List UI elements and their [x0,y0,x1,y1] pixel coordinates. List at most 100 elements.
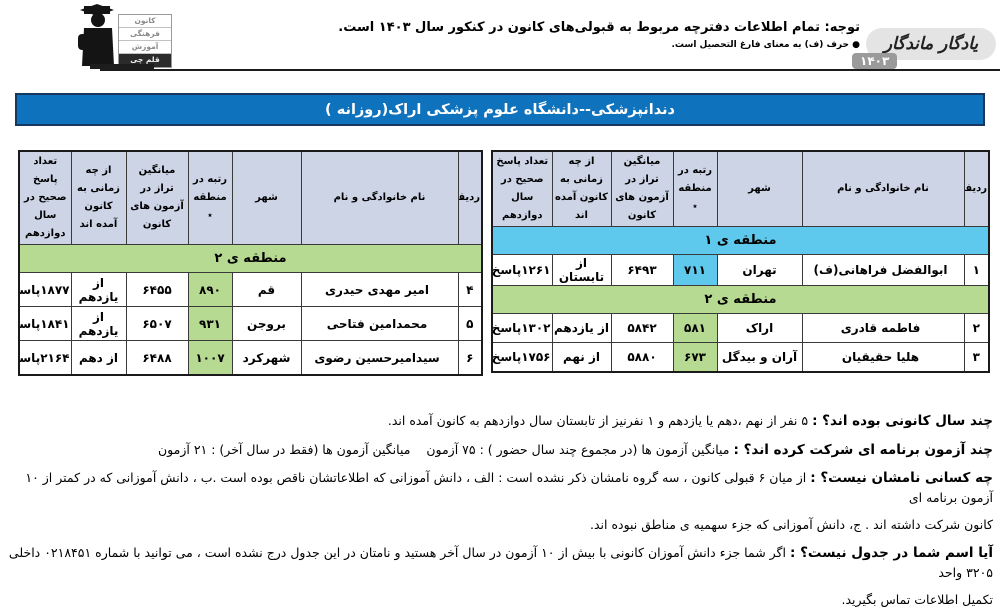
cell-since-when: از یازدهم [70,306,127,341]
cell-city: شهرکرد [231,340,302,376]
cell-avg-score: ۶۴۹۳ [610,254,674,286]
col-avg-score: میانگین تراز در آزمون های کانون [125,150,189,245]
cell-region-rank: ۷۱۱ [672,254,718,286]
qa-answer: از میان ۶ قبولی کانون ، سه گروه نامشان ذ… [25,470,993,505]
table-header-row: ردیف نام خانوادگی و نام شهر رتبه در منطق… [491,150,990,227]
qa-line: چند آزمون برنامه ای شرکت کرده اند؟ : میا… [7,441,993,461]
qa-answer: میانگین آزمون ها (در مجموع چند سال حضور … [158,441,730,457]
qa-question: چه کسانی نامشان نیست؟ : [810,470,993,487]
cell-name: محمدامین فتاحی [300,306,459,341]
kanoon-logo-sign: کانون فرهنگی آموزش قلم چی [118,14,172,68]
qa-answer: ۵ نفر از نهم ،دهم یا یازدهم و ۱ نفرنیز ا… [387,413,809,428]
table-row: ۲ فاطمه قادری اراک ۵۸۱ ۵۸۴۲ از یازدهم ۱۳… [491,313,990,343]
cell-region-rank: ۱۰۰۷ [187,340,233,376]
attention-note: توجه: تمام اطلاعات دفترچه مربوط به قبولی… [338,20,860,50]
kanoon-logo: کانون فرهنگی آموزش قلم چی [62,4,182,70]
col-city: شهر [716,150,803,227]
cell-since-when: از نهم [551,342,612,373]
cell-city: تهران [716,254,803,286]
cell-correct-answers: ۱۲۶۱پاسخ [491,254,553,286]
cell-avg-score: ۶۵۰۷ [125,306,189,341]
logo-base-bar [90,64,154,69]
cell-name: سیدامیرحسین رضوی [300,340,459,376]
col-avg-score: میانگین تراز در آزمون های کانون [610,150,674,227]
qa-line: آیا اسم شما در جدول نیست؟ : اگر شما جزء … [7,544,993,582]
table-row: ۶ سیدامیرحسین رضوی شهرکرد ۱۰۰۷ ۶۴۸۸ از د… [18,340,483,376]
header-divider [100,69,1000,71]
logo-line: قلم چی [119,54,171,67]
col-city: شهر [231,150,302,245]
graduate-icon [78,4,114,66]
region-band: منطقه ی ۲ [18,244,483,273]
cell-region-rank: ۵۸۱ [672,313,718,343]
cell-city: اراک [716,313,803,343]
cell-name: امیر مهدی حیدری [300,272,459,307]
note-footnote: ● حرف (ف) به معنای فارغ التحصیل است. [671,40,860,50]
col-region-rank: رتبه در منطقه ٭ [187,150,233,245]
col-region-rank: رتبه در منطقه ٭ [672,150,718,227]
region-band: منطقه ی ۱ [491,226,990,255]
cell-since-when: از تابستان [551,254,612,286]
note-text: توجه: تمام اطلاعات دفترچه مربوط به قبولی… [338,20,860,35]
cell-avg-score: ۵۸۴۲ [610,313,674,343]
region-label: منطقه ی ۱ [491,226,990,255]
results-table-left: ردیف نام خانوادگی و نام شهر رتبه در منطق… [18,150,483,376]
region-label: منطقه ی ۲ [18,244,483,273]
col-row-number: ردیف [457,150,483,245]
cell-row-number: ۵ [457,306,483,341]
logo-line: فرهنگی [119,28,171,42]
cell-region-rank: ۹۳۱ [187,306,233,341]
qa-question: چند سال کانونی بوده اند؟ : [812,413,993,429]
col-correct-answers: تعداد پاسخ صحیح در سال دوازدهم [18,150,72,245]
region-label: منطقه ی ۲ [491,285,990,314]
table-header-row: ردیف نام خانوادگی و نام شهر رتبه در منطق… [18,150,483,245]
cell-correct-answers: ۱۷۵۶پاسخ [491,342,553,373]
cell-region-rank: ۶۷۳ [672,342,718,373]
cell-avg-score: ۵۸۸۰ [610,342,674,373]
table-row: ۵ محمدامین فتاحی بروجن ۹۳۱ ۶۵۰۷ از یازده… [18,306,483,341]
qa-question: آیا اسم شما در جدول نیست؟ : [789,545,993,562]
cell-correct-answers: ۱۳۰۲پاسخ [491,313,553,343]
cell-name: ابوالفضل فراهانی(ف) [801,254,965,286]
yadegar-mandegar-logo: یادگار ماندگار ۱۴۰۳ [852,28,996,69]
col-row-number: ردیف [963,150,990,227]
cell-city: بروجن [231,306,302,341]
qa-answer: تکمیل اطلاعات تماس بگیرید. [841,592,993,608]
cell-city: قم [231,272,302,307]
qa-line: کانون شرکت داشته اند . ج، دانش آموزانی ک… [7,516,993,536]
table-row: ۱ ابوالفضل فراهانی(ف) تهران ۷۱۱ ۶۴۹۳ از … [491,254,990,286]
qa-answer: کانون شرکت داشته اند . ج، دانش آموزانی ک… [590,516,993,532]
cell-row-number: ۲ [963,313,990,343]
cell-city: آران و بیدگل [716,342,803,373]
cell-row-number: ۳ [963,342,990,373]
cell-correct-answers: ۱۸۷۷پاسخ [18,272,72,307]
qa-line: چه کسانی نامشان نیست؟ : از میان ۶ قبولی … [7,469,993,507]
results-table-right: ردیف نام خانوادگی و نام شهر رتبه در منطق… [491,150,990,373]
table-row: ۴ امیر مهدی حیدری قم ۸۹۰ ۶۴۵۵ از یازدهم … [18,272,483,307]
cell-since-when: از دهم [70,340,127,376]
col-name: نام خانوادگی و نام [801,150,965,227]
cell-row-number: ۶ [457,340,483,376]
qa-line: چند سال کانونی بوده اند؟ : ۵ نفر از نهم … [7,412,993,432]
cell-avg-score: ۶۴۵۵ [125,272,189,307]
qa-notes: چند سال کانونی بوده اند؟ : ۵ نفر از نهم … [7,412,993,616]
col-name: نام خانوادگی و نام [300,150,459,245]
qa-line: تکمیل اطلاعات تماس بگیرید. [7,591,993,611]
col-since-when: از چه زمانی به کانون آمده اند [70,150,127,245]
cell-name: فاطمه قادری [801,313,965,343]
cell-correct-answers: ۲۱۶۴پاسخ [18,340,72,376]
logo-line: آموزش [119,41,171,55]
table-row: ۳ هلیا حقیقیان آران و بیدگل ۶۷۳ ۵۸۸۰ از … [491,342,990,373]
qa-answer: اگر شما جزء دانش آموزان کانونی با بیش از… [8,545,993,580]
cell-since-when: از یازدهم [70,272,127,307]
cell-name: هلیا حقیقیان [801,342,965,373]
col-since-when: از چه زمانی به کانون آمده اند [551,150,612,227]
qa-question: چند آزمون برنامه ای شرکت کرده اند؟ : [733,441,993,458]
cell-region-rank: ۸۹۰ [187,272,233,307]
cell-since-when: از یازدهم [551,313,612,343]
col-correct-answers: تعداد پاسخ صحیح در سال دوازدهم [491,150,553,227]
logo-line: کانون [119,15,171,29]
page-title: دندانپزشکی--دانشگاه علوم پزشکی اراک(روزا… [15,93,985,126]
brand-title: یادگار ماندگار [866,28,996,60]
